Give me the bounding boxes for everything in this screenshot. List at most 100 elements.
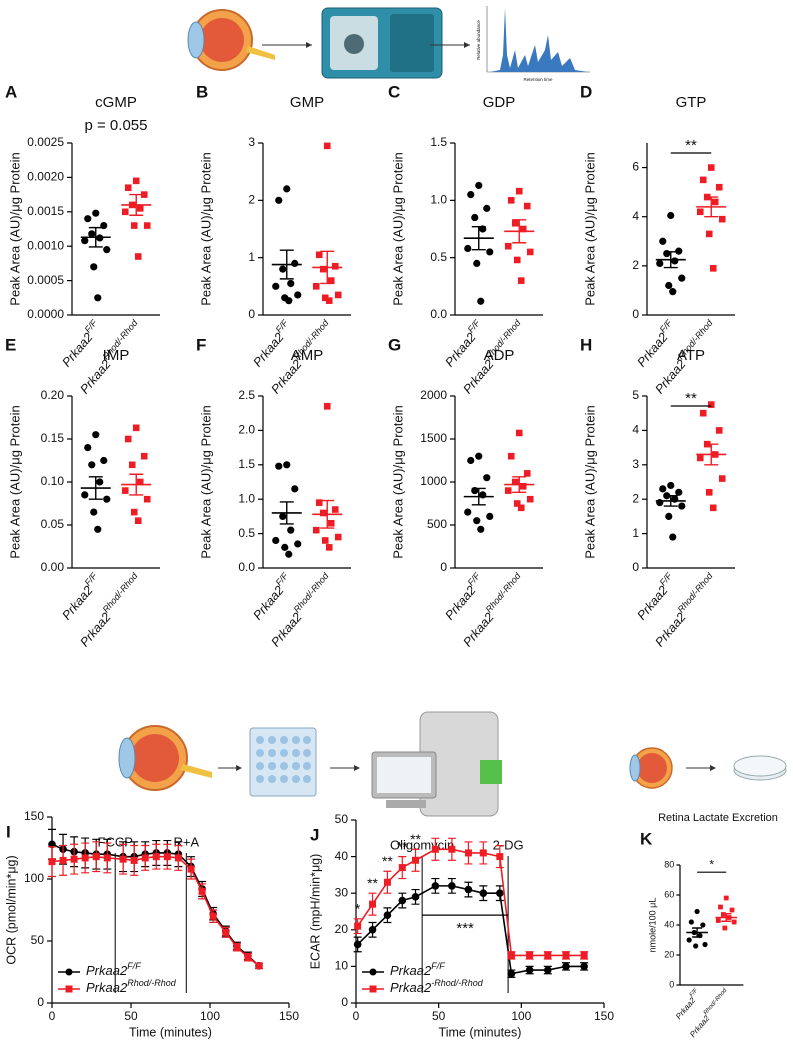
marker bbox=[669, 533, 677, 541]
y-tick-label: 0.0010 bbox=[27, 238, 64, 252]
label-base: Prkaa2 bbox=[60, 583, 96, 622]
marker bbox=[233, 943, 241, 951]
y-axis-label: Peak Area (AU)/μg Protein bbox=[390, 405, 405, 558]
marker bbox=[496, 853, 504, 861]
marker bbox=[656, 259, 664, 267]
marker bbox=[88, 461, 96, 469]
marker bbox=[723, 895, 729, 901]
error-bar bbox=[279, 501, 294, 525]
marker bbox=[84, 215, 92, 223]
marker bbox=[511, 478, 519, 486]
marker bbox=[272, 536, 280, 545]
panel-title: ADP bbox=[484, 347, 515, 364]
marker bbox=[431, 882, 440, 890]
marker bbox=[507, 969, 516, 978]
x-tick-label: 50 bbox=[432, 1009, 446, 1023]
y-tick-label: 50 bbox=[335, 812, 349, 826]
marker bbox=[134, 253, 142, 260]
panel-title: ATP bbox=[677, 347, 705, 364]
marker bbox=[517, 277, 525, 284]
marker bbox=[665, 512, 673, 521]
dot-plot: 0 20 40 60 80 K Retina Lactate Excretion nmole/… bbox=[640, 812, 778, 1039]
panel-title: AMP bbox=[291, 347, 324, 364]
y-tick-label: 1.0 bbox=[238, 491, 255, 505]
marker bbox=[321, 537, 329, 544]
marker bbox=[152, 853, 160, 861]
marker bbox=[519, 483, 527, 490]
marker bbox=[483, 204, 491, 212]
marker bbox=[507, 197, 515, 204]
y-tick-label: 0.5 bbox=[430, 250, 447, 264]
marker bbox=[272, 282, 280, 290]
panel-letter: A bbox=[5, 82, 17, 101]
marker bbox=[275, 196, 283, 204]
panel-letter: H bbox=[580, 335, 592, 354]
marker bbox=[475, 452, 483, 460]
y-axis-label: Peak Area (AU)/μg Protein bbox=[390, 152, 405, 305]
marker bbox=[678, 274, 686, 282]
x-tick-label: 0 bbox=[353, 1009, 360, 1023]
error-bar bbox=[663, 251, 678, 269]
y-axis-label: ECAR (mpH/min*μg) bbox=[308, 854, 322, 970]
marker bbox=[580, 962, 588, 971]
chromatogram-y-label: Relative abundance bbox=[476, 20, 481, 60]
significance-label: ** bbox=[685, 137, 697, 154]
marker bbox=[281, 543, 289, 551]
marker bbox=[287, 279, 295, 288]
marker bbox=[705, 489, 713, 496]
marker bbox=[132, 424, 140, 432]
marker bbox=[96, 478, 104, 486]
marker bbox=[473, 259, 481, 267]
marker bbox=[731, 919, 737, 925]
x-tick-label: Prkaa2F/F bbox=[57, 318, 104, 370]
error-bar bbox=[704, 443, 719, 466]
marker bbox=[477, 297, 485, 305]
marker bbox=[94, 525, 102, 533]
dish-illustration bbox=[733, 755, 787, 781]
y-axis-label: Peak Area (AU)/μg Protein bbox=[198, 152, 213, 305]
error-bar bbox=[129, 473, 144, 496]
x-tick-label: Prkaa2F/F bbox=[440, 571, 487, 623]
marker bbox=[448, 882, 456, 890]
marker bbox=[291, 485, 299, 493]
marker bbox=[398, 896, 407, 905]
marker bbox=[294, 291, 302, 299]
marker bbox=[140, 452, 148, 460]
marker bbox=[291, 259, 299, 267]
marker bbox=[715, 427, 723, 434]
marker bbox=[543, 966, 552, 974]
marker bbox=[709, 504, 717, 512]
marker bbox=[312, 526, 320, 534]
y-tick-label: 1.5 bbox=[430, 135, 447, 149]
marker bbox=[65, 985, 73, 993]
error-bar bbox=[512, 219, 527, 244]
y-tick-label: 3 bbox=[248, 135, 255, 149]
marker bbox=[696, 208, 704, 216]
label-base: Prkaa2 bbox=[635, 583, 671, 622]
y-tick-label: 0.20 bbox=[41, 388, 65, 402]
y-axis-label: Peak Area (AU)/μg Protein bbox=[582, 405, 597, 558]
y-tick-label: 2.0 bbox=[238, 423, 255, 437]
label-base: Prkaa2 bbox=[251, 330, 287, 369]
marker bbox=[464, 849, 472, 857]
label-base: Prkaa2 bbox=[674, 996, 698, 1022]
label-base: Prkaa2 bbox=[390, 980, 432, 995]
label-sup: F/F bbox=[431, 961, 445, 971]
marker bbox=[119, 855, 127, 863]
marker bbox=[283, 461, 291, 469]
chromatogram-x-label: Retention time bbox=[523, 77, 553, 82]
marker bbox=[715, 918, 721, 923]
marker bbox=[507, 452, 515, 460]
y-axis-label: Peak Area (AU)/μg Protein bbox=[7, 405, 22, 558]
panel-title: IMP bbox=[103, 347, 130, 364]
y-axis-label: nmole/100 μL bbox=[647, 898, 657, 953]
marker bbox=[48, 858, 56, 866]
label-base: Prkaa2 bbox=[443, 330, 479, 369]
marker bbox=[323, 142, 331, 150]
label-sup: F/F bbox=[689, 987, 700, 998]
y-tick-label: 2.5 bbox=[238, 388, 255, 402]
x-axis-label: Time (minutes) bbox=[129, 1025, 212, 1039]
significance-label: ** bbox=[367, 875, 378, 891]
marker bbox=[504, 487, 512, 494]
y-tick-label: 0 bbox=[440, 560, 447, 574]
